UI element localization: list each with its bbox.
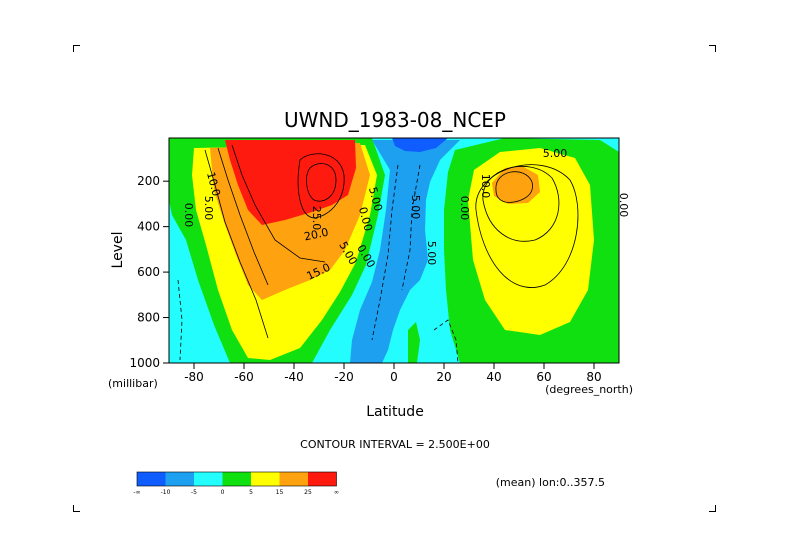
y-axis-unit: (millibar) — [108, 377, 158, 390]
x-tick-label: 20 — [436, 370, 451, 384]
x-tick-label: 60 — [536, 370, 551, 384]
color-legend-label: 15 — [276, 489, 284, 496]
color-legend-swatch — [194, 472, 223, 486]
color-legend-label: 5 — [249, 489, 253, 496]
contour-line — [475, 164, 579, 288]
y-tick-label: 600 — [137, 265, 160, 279]
x-tick-label: -60 — [234, 370, 254, 384]
y-tick-label: 800 — [137, 311, 160, 325]
color-legend-swatch — [251, 472, 280, 486]
y-tick-label: 200 — [137, 174, 160, 188]
contour-line — [306, 163, 337, 202]
contour-line — [231, 144, 326, 263]
crop-mark-bottom-right — [709, 505, 716, 512]
contour-label: 10.0 — [479, 174, 492, 199]
y-tick-label: 400 — [137, 220, 160, 234]
x-axis-unit: (degrees_north) — [545, 383, 633, 396]
contour-lines-negative — [177, 164, 459, 363]
contour-label: 0.00 — [356, 206, 375, 233]
color-legend-swatch — [165, 472, 194, 486]
contour-label: 20.0 — [303, 226, 330, 244]
crop-mark-bottom-left — [73, 505, 80, 512]
contour-line — [495, 171, 533, 203]
color-legend-swatch — [308, 472, 337, 486]
contour-label: 5.00 — [202, 196, 215, 221]
contour-line — [204, 149, 269, 339]
contour-label: -5.00 — [409, 191, 422, 219]
contour-label: 5.00 — [425, 241, 438, 266]
contour-line-negative — [177, 279, 183, 361]
color-legend-label: -∞ — [133, 489, 140, 496]
contour-field — [169, 138, 619, 363]
color-legend: -∞ -10 -5 0 5 15 25 ∞ — [133, 471, 339, 496]
contour-interval-note: CONTOUR INTERVAL = 2.500E+00 — [300, 438, 490, 451]
contour-label: 25.0 — [310, 206, 323, 231]
contour-line — [297, 153, 345, 219]
y-axis: 200 400 600 800 1000 — [129, 174, 169, 370]
color-legend-label: 25 — [304, 489, 312, 496]
x-tick-label: 0 — [390, 370, 398, 384]
x-tick-label: 40 — [486, 370, 501, 384]
contour-label: 10.0 — [204, 171, 223, 198]
field-deepblue-top — [392, 138, 448, 152]
x-tick-label: -80 — [184, 370, 204, 384]
contour-label: 0.00 — [182, 203, 195, 228]
field-red-south — [225, 140, 356, 225]
contour-label: 0.00 — [617, 193, 630, 218]
contour-label: 5.00 — [366, 186, 385, 213]
x-tick-label: -20 — [334, 370, 354, 384]
color-legend-label: -5 — [191, 489, 197, 496]
crop-mark-top-left — [73, 45, 80, 52]
color-legend-swatch — [222, 472, 251, 486]
color-legend-frame — [136, 471, 337, 487]
subset-note: (mean) lon:0..357.5 — [496, 476, 605, 489]
x-tick-label: -40 — [284, 370, 304, 384]
field-orange-north — [492, 166, 540, 204]
x-axis-label: Latitude — [366, 404, 424, 420]
color-legend-swatch — [279, 472, 308, 486]
y-axis-label: Level — [110, 232, 126, 269]
field-blue-tropics — [350, 140, 460, 363]
color-legend-label: ∞ — [334, 489, 339, 496]
contour-label: 0.00 — [458, 196, 471, 221]
chart-title: UWND_1983-08_NCEP — [284, 108, 506, 132]
x-axis: -80 -60 -40 -20 0 20 40 60 80 — [184, 363, 602, 384]
color-legend-label: 0 — [221, 489, 225, 496]
y-tick-label: 1000 — [129, 356, 160, 370]
contour-line-negative — [433, 319, 459, 363]
contour-line-negative — [401, 164, 421, 291]
color-legend-swatch — [137, 472, 166, 486]
color-legend-label: -10 — [161, 489, 171, 496]
x-tick-label: 80 — [586, 370, 601, 384]
contour-line — [217, 147, 269, 286]
contour-lines — [204, 144, 579, 339]
contour-line-negative — [371, 164, 399, 341]
contour-label: 5.00 — [543, 147, 568, 160]
crop-mark-top-right — [709, 45, 716, 52]
field-green-tropic-blob — [408, 322, 420, 363]
